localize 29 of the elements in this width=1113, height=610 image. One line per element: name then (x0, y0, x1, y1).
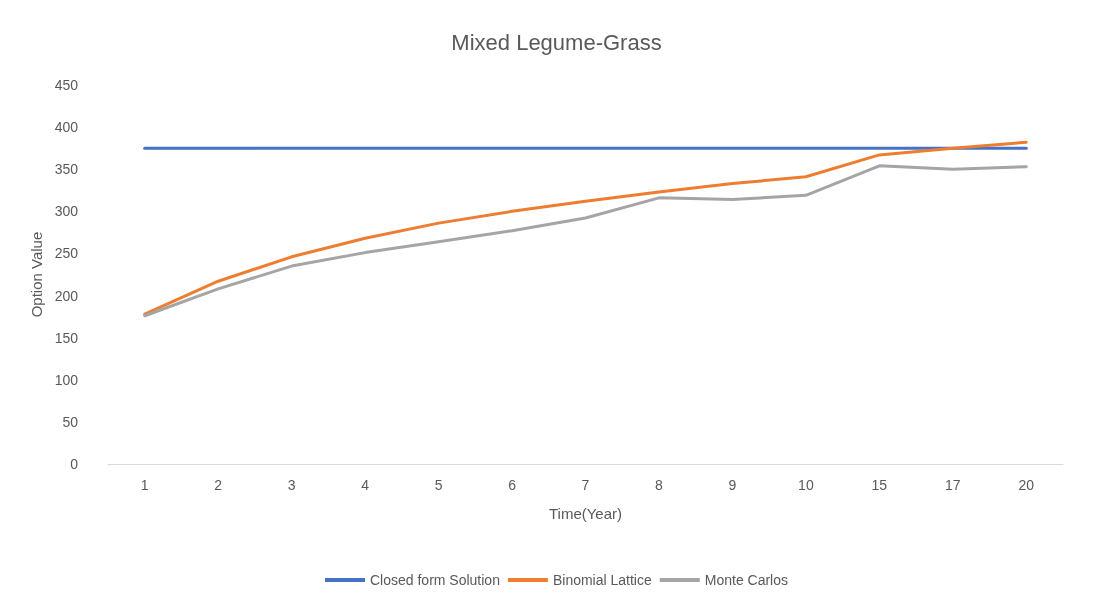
y-tick-label: 150 (54, 329, 79, 346)
x-tick-label: 5 (434, 477, 443, 493)
y-tick-label: 350 (54, 161, 79, 178)
x-tick-label: 15 (871, 477, 888, 493)
y-tick-label: 300 (54, 203, 79, 220)
y-tick-label: 0 (70, 456, 79, 472)
y-tick-label: 50 (62, 413, 79, 430)
y-tick-label: 400 (54, 119, 79, 136)
x-tick-label: 10 (798, 477, 814, 493)
y-tick-label: 100 (54, 371, 79, 388)
x-tick-label: 3 (287, 477, 296, 493)
chart-title: Mixed Legume-Grass (451, 29, 662, 55)
x-tick-label: 2 (214, 477, 223, 493)
x-tick-label: 4 (361, 477, 370, 493)
x-axis-title: Time(Year) (548, 505, 623, 522)
y-tick-label: 450 (54, 77, 79, 93)
x-tick-label: 6 (508, 477, 517, 493)
x-tick-label: 8 (655, 477, 664, 493)
legend-label: Monte Carlos (704, 572, 789, 588)
y-tick-label: 250 (54, 245, 79, 262)
x-tick-label: 9 (728, 477, 737, 493)
x-tick-label: 20 (1018, 477, 1035, 493)
y-tick-label: 200 (54, 287, 79, 304)
x-tick-label: 17 (945, 477, 961, 493)
x-tick-label: 1 (140, 477, 149, 493)
legend-label: Closed form Solution (369, 572, 500, 588)
legend-label: Binomial Lattice (552, 572, 652, 588)
y-axis-title: Option Value (27, 231, 45, 318)
x-tick-label: 7 (581, 477, 590, 493)
